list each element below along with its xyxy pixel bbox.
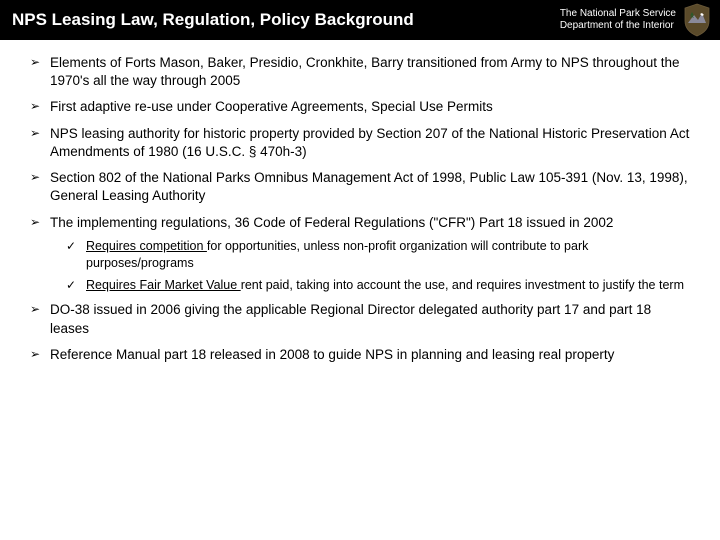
sub-bullet-underline: Requires Fair Market Value (86, 278, 241, 292)
sub-bullet-rest: rent paid, taking into account the use, … (241, 278, 684, 292)
bullet-item: First adaptive re-use under Cooperative … (28, 98, 692, 116)
bullet-item: Section 802 of the National Parks Omnibu… (28, 169, 692, 205)
bullet-list: Elements of Forts Mason, Baker, Presidio… (28, 54, 692, 364)
bullet-item: The implementing regulations, 36 Code of… (28, 214, 692, 294)
slide-header: NPS Leasing Law, Regulation, Policy Back… (0, 0, 720, 40)
org-line-1: The National Park Service (560, 8, 676, 20)
sub-bullet-underline: Requires competition (86, 239, 207, 253)
org-line-2: Department of the Interior (560, 20, 676, 32)
slide-title: NPS Leasing Law, Regulation, Policy Back… (12, 10, 560, 30)
sub-bullet-item: Requires competition for opportunities, … (64, 238, 692, 272)
slide-content: Elements of Forts Mason, Baker, Presidio… (0, 40, 720, 382)
org-text: The National Park Service Department of … (560, 8, 676, 32)
bullet-item: Elements of Forts Mason, Baker, Presidio… (28, 54, 692, 90)
bullet-item: NPS leasing authority for historic prope… (28, 125, 692, 161)
nps-arrowhead-logo-icon (682, 3, 712, 37)
bullet-text: The implementing regulations, 36 Code of… (50, 215, 613, 230)
sub-bullet-item: Requires Fair Market Value rent paid, ta… (64, 277, 692, 294)
sub-bullet-list: Requires competition for opportunities, … (64, 238, 692, 294)
bullet-item: Reference Manual part 18 released in 200… (28, 346, 692, 364)
bullet-item: DO-38 issued in 2006 giving the applicab… (28, 301, 692, 337)
